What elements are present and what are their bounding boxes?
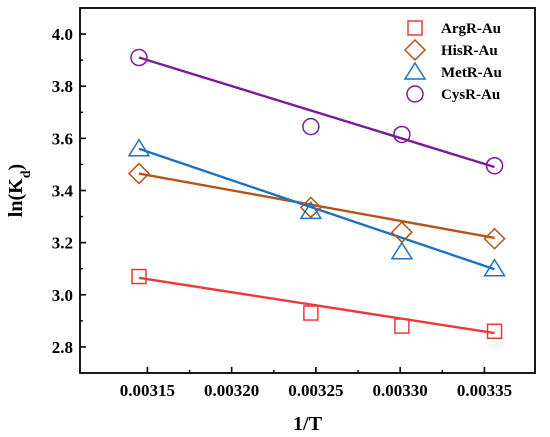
data-point-cysr-au <box>302 117 320 136</box>
x-axis-title: 1/T <box>293 413 323 435</box>
data-point-argr-au <box>486 323 503 340</box>
data-point-hisr-au <box>299 196 322 219</box>
legend-marker-argr-au <box>407 20 423 36</box>
x-tick-label: 0.00325 <box>288 381 343 400</box>
x-tick-label: 0.00330 <box>373 381 428 400</box>
fit-line-metr-au <box>138 147 495 271</box>
y-axis-title-close: ) <box>5 164 27 171</box>
legend-label-argr-au: ArgR-Au <box>441 21 501 37</box>
data-markers <box>127 48 506 340</box>
data-point-metr-au <box>483 258 506 277</box>
axes: 0.00315 0.00320 0.00325 0.00330 0.00335 2.8 3.… <box>52 7 536 400</box>
data-point-argr-au <box>303 305 319 321</box>
legend-marker-cysr-au <box>406 85 424 103</box>
legend-label-hisr-au: HisR-Au <box>441 43 498 59</box>
y-tick-label: 3.4 <box>52 182 74 201</box>
data-point-cysr-au <box>393 125 411 144</box>
legend-label-cysr-au: CysR-Au <box>441 87 500 103</box>
legend-label-metr-au: MetR-Au <box>441 65 502 81</box>
fit-line-hisr-au <box>138 172 495 240</box>
data-point-argr-au <box>394 318 410 334</box>
y-axis-title-main: ln(K <box>5 178 27 217</box>
legend-marker-hisr-au <box>403 38 427 62</box>
y-tick-label: 4.0 <box>52 25 73 44</box>
x-tick-label: 0.00335 <box>457 381 512 400</box>
data-point-hisr-au <box>127 162 151 185</box>
data-point-metr-au <box>299 200 323 220</box>
data-point-cysr-au <box>485 156 504 175</box>
y-tick-label: 3.0 <box>52 286 73 305</box>
y-tick-label: 2.8 <box>52 338 73 357</box>
fit-line-cysr-au <box>138 56 495 169</box>
y-axis-title-subscript: d <box>19 170 34 178</box>
y-axis-title: ln(Kd) <box>5 164 34 217</box>
y-tick-label: 3.2 <box>52 234 73 253</box>
legend: ArgR-Au HisR-Au MetR-Au CysR-Au <box>403 20 502 103</box>
data-point-metr-au <box>390 241 414 260</box>
data-point-cysr-au <box>130 48 148 67</box>
y-tick-label: 3.6 <box>52 129 73 148</box>
plot-frame <box>79 7 536 374</box>
data-point-metr-au <box>127 138 151 157</box>
x-tick-label: 0.00320 <box>204 381 259 400</box>
x-tick-label: 0.00315 <box>120 381 175 400</box>
data-point-hisr-au <box>483 227 506 250</box>
legend-marker-metr-au <box>403 61 427 80</box>
y-tick-label: 3.8 <box>52 77 73 96</box>
data-point-argr-au <box>131 268 147 285</box>
